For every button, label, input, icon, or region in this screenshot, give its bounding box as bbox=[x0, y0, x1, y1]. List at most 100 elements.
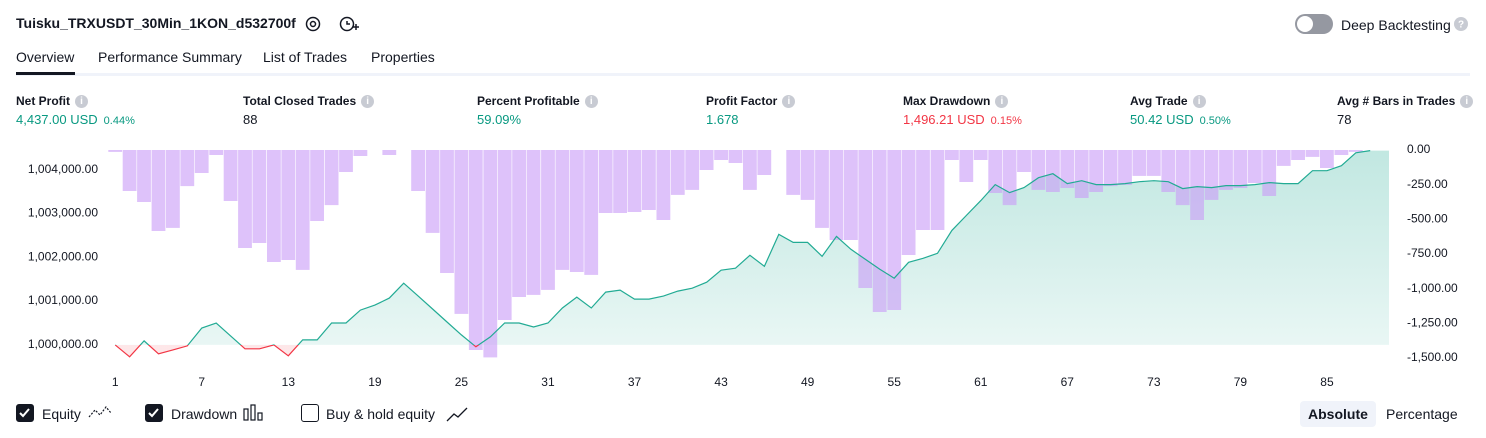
drawdown-bar bbox=[295, 150, 310, 270]
metric-label: Net Profit i bbox=[16, 94, 88, 108]
info-icon[interactable]: i bbox=[782, 94, 796, 108]
drawdown-bar bbox=[642, 150, 656, 210]
drawdown-bar bbox=[872, 150, 887, 312]
info-icon[interactable]: i bbox=[584, 94, 598, 108]
metric-value: 1,496.21 USD 0.15% bbox=[903, 112, 1022, 127]
settings-icon[interactable] bbox=[305, 16, 321, 32]
drawdown-bar bbox=[1305, 150, 1320, 157]
drawdown-bar bbox=[468, 150, 483, 350]
drawdown-bar bbox=[1291, 150, 1305, 160]
drawdown-bar bbox=[382, 150, 397, 155]
x-tick-label: 43 bbox=[714, 375, 728, 389]
drawdown-bar bbox=[1320, 150, 1334, 168]
drawdown-bar bbox=[151, 150, 166, 231]
equity-legend-icon bbox=[88, 406, 112, 418]
drawdown-bar bbox=[339, 150, 353, 172]
x-tick-label: 25 bbox=[455, 375, 469, 389]
x-tick-label: 55 bbox=[888, 375, 902, 389]
metric-label-text: Avg Trade bbox=[1130, 94, 1188, 108]
drawdown-bar bbox=[1118, 150, 1132, 185]
drawdown-bar bbox=[569, 150, 584, 272]
drawdown-bar bbox=[555, 150, 570, 270]
drawdown-bar bbox=[901, 150, 916, 255]
drawdown-bar bbox=[411, 150, 425, 191]
metric-value-text: 88 bbox=[243, 112, 258, 127]
x-tick-label: 7 bbox=[198, 375, 205, 389]
drawdown-bar bbox=[598, 150, 613, 213]
svg-text:?: ? bbox=[1458, 20, 1464, 31]
drawdown-bar bbox=[310, 150, 324, 221]
drawdown-bar bbox=[1103, 150, 1118, 187]
metric-value: 4,437.00 USD 0.44% bbox=[16, 112, 135, 127]
checkbox[interactable] bbox=[16, 404, 34, 422]
metric-label-text: Total Closed Trades bbox=[243, 94, 357, 108]
drawdown-bar bbox=[930, 150, 945, 230]
drawdown-bar bbox=[743, 150, 757, 190]
info-icon[interactable]: i bbox=[361, 94, 375, 108]
metric-label: Avg Trade i bbox=[1130, 94, 1206, 108]
drawdown-bar bbox=[916, 150, 930, 230]
help-icon: ? bbox=[1454, 17, 1468, 31]
tab[interactable]: Properties bbox=[371, 49, 435, 65]
metric-percent: 0.50% bbox=[1199, 115, 1231, 127]
x-tick-label: 61 bbox=[974, 375, 988, 389]
alert-icon[interactable] bbox=[339, 16, 360, 32]
equity-line bbox=[114, 150, 1371, 358]
info-icon[interactable]: i bbox=[75, 94, 88, 108]
x-tick-label: 1 bbox=[112, 375, 119, 389]
drawdown-bar bbox=[1060, 150, 1075, 188]
legend-label: Equity bbox=[42, 406, 81, 422]
x-tick-label: 13 bbox=[282, 375, 296, 389]
drawdown-bar bbox=[223, 150, 238, 201]
view-button[interactable]: Percentage bbox=[1386, 406, 1458, 422]
drawdown-bar bbox=[1161, 150, 1176, 192]
metric-value: 1.678 bbox=[706, 112, 739, 127]
drawdown-bar bbox=[1190, 150, 1204, 220]
tab[interactable]: Overview bbox=[16, 49, 75, 65]
x-tick-label: 79 bbox=[1234, 375, 1248, 389]
drawdown-bar bbox=[714, 150, 728, 160]
metric-label-text: Percent Profitable bbox=[477, 94, 580, 108]
drawdown-bar bbox=[512, 150, 526, 297]
drawdown-bar bbox=[180, 150, 195, 187]
info-icon[interactable]: i bbox=[1192, 94, 1206, 108]
tab[interactable]: List of Trades bbox=[263, 49, 348, 65]
drawdown-bar bbox=[267, 150, 281, 262]
info-icon[interactable]: i bbox=[1460, 94, 1474, 108]
tab-divider bbox=[16, 73, 1470, 76]
metric-label: Percent Profitable i bbox=[477, 94, 598, 108]
drawdown-bar bbox=[945, 150, 959, 160]
drawdown-bar bbox=[670, 150, 685, 195]
drawdown-bar bbox=[108, 150, 123, 152]
toggle-label: Deep Backtesting bbox=[1341, 17, 1451, 33]
drawdown-bar bbox=[252, 150, 267, 243]
drawdown-bar bbox=[988, 150, 1003, 193]
checkbox[interactable] bbox=[145, 404, 163, 422]
x-tick-label: 31 bbox=[541, 375, 555, 389]
metric-value: 78 bbox=[1337, 112, 1351, 127]
drawdown-bar bbox=[1017, 150, 1031, 172]
drawdown-bar bbox=[324, 150, 339, 206]
info-icon[interactable]: i bbox=[995, 94, 1009, 108]
drawdown-bar bbox=[497, 150, 512, 320]
drawdown-bar bbox=[1175, 150, 1190, 206]
metric-label: Profit Factor i bbox=[706, 94, 796, 108]
toggle[interactable] bbox=[1295, 14, 1333, 34]
legend-label: Buy & hold equity bbox=[326, 406, 435, 422]
metric-label: Max Drawdown i bbox=[903, 94, 1009, 108]
checkbox[interactable] bbox=[301, 404, 319, 422]
view-button[interactable]: Absolute bbox=[1300, 401, 1376, 427]
drawdown-bar bbox=[858, 150, 873, 288]
tab[interactable]: Performance Summary bbox=[98, 49, 242, 65]
metric-value-text: 4,437.00 USD bbox=[16, 112, 98, 127]
checkmark bbox=[148, 408, 159, 418]
drawdown-bar bbox=[973, 150, 988, 160]
equity-area bbox=[115, 150, 1390, 357]
drawdown-bar bbox=[440, 150, 454, 273]
metric-value-text: 59.09% bbox=[477, 112, 522, 127]
drawdown-bar bbox=[1002, 150, 1017, 206]
drawdown-bar bbox=[786, 150, 801, 195]
drawdown-bar bbox=[353, 150, 368, 156]
drawdown-bar bbox=[1046, 150, 1060, 192]
